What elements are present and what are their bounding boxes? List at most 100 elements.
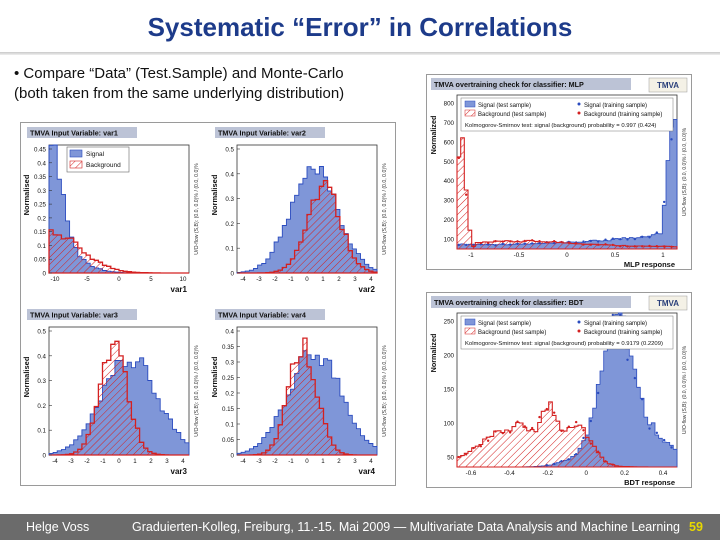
y-tick-label: 0.45 <box>34 147 47 154</box>
legend-background-training-label: Background (training sample) <box>584 112 662 118</box>
var-plot-header-box <box>27 309 137 320</box>
background-training-point <box>560 240 563 244</box>
signal-training-point <box>523 242 527 245</box>
signal-training-point <box>655 231 659 234</box>
bullet-line-1: • Compare “Data” (Test.Sample) and Monte… <box>14 65 344 82</box>
x-tick-label: 0 <box>117 276 121 283</box>
legend-signal-training-marker <box>577 320 581 324</box>
x-tick-label: -1 <box>468 252 474 259</box>
x-tick-label: 1 <box>661 252 665 259</box>
background-training-point <box>516 420 519 423</box>
signal-training-point <box>633 237 637 241</box>
background-training-point <box>486 439 490 442</box>
x-tick-label: -2 <box>272 458 278 465</box>
var-plot-3: TMVA Input Variable: var3 0.5 0.4 0.3 0.2 0.1… <box>22 309 200 476</box>
y-tick-label: 0.3 <box>225 196 234 203</box>
y-tick-label: 0.4 <box>225 171 234 178</box>
y-tick-label: 300 <box>444 198 455 205</box>
signal-training-point <box>640 398 644 401</box>
signal-training-point <box>618 313 622 317</box>
input-variables-svg: TMVA Input Variable: var10.450.40.350.30… <box>22 127 388 476</box>
x-tick-label: 0.5 <box>611 252 620 259</box>
background-training-point <box>574 242 578 245</box>
signal-training-point <box>596 391 600 395</box>
var-plot-header: TMVA Input Variable: var2 <box>218 129 306 138</box>
y-tick-label: 700 <box>444 120 455 127</box>
y-tick-label: 400 <box>444 178 455 185</box>
var-plot-header-box <box>215 127 325 138</box>
signal-training-point <box>582 240 585 243</box>
overtrain-legend-box <box>460 97 674 132</box>
background-training-point <box>545 241 549 244</box>
y-tick-label: 200 <box>444 353 455 360</box>
var-plot-header: TMVA Input Variable: var4 <box>218 311 306 320</box>
background-training-point <box>516 240 519 243</box>
background-training-point <box>530 426 534 430</box>
x-tick-label: -0.6 <box>466 470 477 477</box>
legend-signal-test-swatch <box>464 100 476 108</box>
background-training-point <box>545 407 549 411</box>
x-tick-label: 2 <box>337 276 341 283</box>
page-number: 59 <box>689 520 703 534</box>
y-axis-label: Normalised <box>22 356 31 397</box>
ks-test-text: Kolmogorov-Smirnov test: signal (backgro… <box>465 341 663 347</box>
background-training-point <box>552 411 556 414</box>
x-tick-label: -1 <box>288 276 294 283</box>
y-axis-label: Normalised <box>22 174 31 215</box>
background-training-point <box>472 446 475 450</box>
y-tick-label: 200 <box>444 217 455 224</box>
legend-background-training-marker <box>577 111 581 115</box>
var-plot-2: TMVA Input Variable: var2 0.5 0.4 0.3 0.2 0.1… <box>210 127 388 294</box>
x-tick-label: -3 <box>68 458 74 465</box>
var-plot-4: TMVA Input Variable: var4 0.4 0.35 0.3 0.25 0… <box>210 309 388 476</box>
y-tick-label: 0.35 <box>222 344 235 351</box>
background-training-point <box>486 241 490 245</box>
x-tick-label: -2 <box>84 458 90 465</box>
y-axis-label: Normalised <box>210 356 219 397</box>
signal-training-point <box>508 243 512 246</box>
y-tick-label: 0.3 <box>37 378 46 385</box>
bullet-text: • Compare “Data” (Test.Sample) and Monte… <box>14 64 424 104</box>
x-axis-label: BDT response <box>624 478 675 487</box>
x-tick-label: 5 <box>149 276 153 283</box>
signal-training-point <box>567 458 571 461</box>
x-tick-label: 0.2 <box>620 470 629 477</box>
y-tick-label: 0.1 <box>37 428 46 435</box>
signal-training-point <box>626 238 629 241</box>
x-tick-label: 2 <box>337 458 341 465</box>
y-tick-label: 800 <box>444 101 455 108</box>
overtrain-header: TMVA overtraining check for classifier: … <box>434 80 584 89</box>
slide-title-bar: Systematic “Error” in Correlations <box>0 0 720 52</box>
background-training-point <box>574 420 578 424</box>
y-tick-label: 0.5 <box>37 329 46 336</box>
background-training-point <box>523 425 527 428</box>
overtrain-legend-box <box>460 315 674 350</box>
background-training-point <box>501 240 505 243</box>
slide-title: Systematic “Error” in Correlations <box>147 12 573 42</box>
signal-training-point <box>501 242 505 246</box>
legend-background-swatch <box>69 160 83 169</box>
background-training-point <box>596 243 600 246</box>
y-tick-label: 0.1 <box>225 422 234 429</box>
background-training-point <box>567 425 571 428</box>
legend-signal-test-swatch <box>464 318 476 326</box>
legend-signal-training-marker <box>577 102 581 106</box>
x-tick-label: -3 <box>256 458 262 465</box>
y-tick-label: 150 <box>444 387 455 394</box>
background-training-point <box>589 243 593 246</box>
signal-training-point <box>618 237 622 241</box>
y-tick-label: 0.35 <box>34 174 47 181</box>
background-training-point <box>479 241 483 245</box>
x-tick-label: 3 <box>353 276 357 283</box>
overflow-note: U/O-flow (S,B): (0.0, 0.0)% / (0.0, 0.0)… <box>194 163 200 255</box>
x-tick-label: -0.5 <box>514 252 525 259</box>
x-tick-label: 2 <box>149 458 153 465</box>
background-training-point <box>508 431 512 434</box>
background-training-point <box>494 430 497 433</box>
background-training-point <box>633 245 637 248</box>
background-training-point <box>560 429 563 433</box>
y-axis-label: Normalized <box>429 334 438 373</box>
background-training-point <box>662 245 666 248</box>
signal-training-point <box>574 452 578 456</box>
background-training-point <box>464 193 468 196</box>
